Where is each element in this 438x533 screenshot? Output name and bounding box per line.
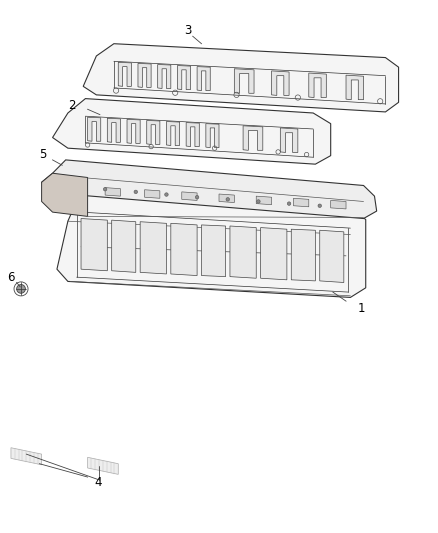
Circle shape [226, 198, 230, 201]
Polygon shape [272, 71, 289, 95]
Polygon shape [140, 222, 166, 274]
Polygon shape [107, 118, 120, 142]
Polygon shape [234, 69, 254, 93]
Polygon shape [320, 230, 344, 282]
Polygon shape [88, 457, 118, 474]
Text: 2: 2 [68, 99, 76, 112]
Polygon shape [261, 228, 287, 280]
Circle shape [134, 190, 138, 193]
Polygon shape [112, 220, 136, 272]
Text: 5: 5 [39, 148, 46, 161]
Polygon shape [118, 62, 131, 86]
Text: 6: 6 [7, 271, 15, 284]
Polygon shape [11, 448, 42, 465]
Polygon shape [83, 44, 399, 112]
Polygon shape [42, 173, 88, 216]
Circle shape [257, 200, 260, 203]
Circle shape [103, 188, 107, 191]
Polygon shape [57, 191, 366, 297]
Polygon shape [201, 225, 226, 277]
Polygon shape [331, 200, 346, 209]
Polygon shape [206, 124, 219, 148]
Polygon shape [171, 223, 197, 276]
Polygon shape [53, 99, 331, 164]
Polygon shape [138, 63, 151, 87]
Polygon shape [280, 128, 298, 152]
Polygon shape [182, 192, 197, 200]
Polygon shape [105, 188, 120, 196]
Polygon shape [219, 194, 234, 203]
Circle shape [165, 193, 168, 196]
Text: 3: 3 [184, 25, 191, 37]
Polygon shape [42, 160, 377, 219]
Polygon shape [230, 226, 256, 278]
Polygon shape [293, 198, 309, 207]
Circle shape [318, 204, 321, 207]
Circle shape [17, 285, 25, 293]
Text: 4: 4 [95, 476, 102, 489]
Polygon shape [145, 190, 160, 198]
Polygon shape [256, 196, 272, 205]
Polygon shape [88, 117, 101, 141]
Polygon shape [166, 122, 180, 146]
Polygon shape [81, 219, 107, 271]
Text: 1: 1 [357, 302, 365, 314]
Polygon shape [186, 123, 199, 147]
Polygon shape [158, 64, 171, 88]
Polygon shape [147, 120, 160, 144]
Circle shape [287, 202, 291, 205]
Polygon shape [243, 126, 263, 150]
Circle shape [195, 196, 199, 199]
Polygon shape [346, 75, 364, 100]
Polygon shape [309, 73, 326, 98]
Polygon shape [291, 229, 315, 281]
Polygon shape [177, 66, 191, 90]
Polygon shape [127, 119, 140, 143]
Polygon shape [197, 67, 210, 91]
